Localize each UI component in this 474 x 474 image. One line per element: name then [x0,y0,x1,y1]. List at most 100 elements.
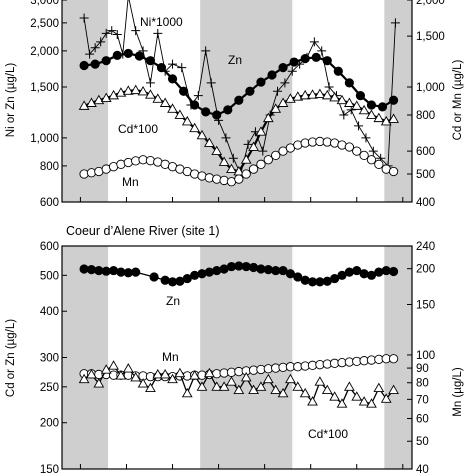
data-point [240,154,252,164]
data-point [190,270,200,280]
right-tick-label: 200 [416,264,435,276]
data-point [93,378,105,388]
data-point [112,29,122,39]
data-point [223,105,233,115]
data-point [300,54,310,64]
data-point [273,86,283,96]
data-point [256,159,266,169]
data-point [267,70,277,80]
data-point [115,370,127,380]
right-tick-label: 150 [416,299,435,311]
series-zn [79,261,399,287]
data-point [197,269,207,279]
data-point [85,49,95,59]
data-point [255,126,267,136]
series-cd-100 [78,360,399,408]
data-point [333,66,343,76]
data-point [270,384,282,394]
data-point [366,109,377,119]
right-tick-label: 50 [416,436,429,448]
right-tick-label: 400 [416,197,435,209]
data-point [377,102,388,112]
right-tick-label: 800 [416,110,435,122]
data-point [374,159,384,169]
data-point [339,110,349,120]
data-point [108,360,119,370]
data-point [321,384,333,394]
left-tick-label: 150 [40,464,59,474]
data-point [145,56,156,66]
right-tick-label: 1,500 [416,31,445,43]
data-point [256,77,266,87]
data-point [388,266,399,277]
data-point [226,163,237,173]
data-point [86,368,97,379]
data-point [159,97,171,107]
data-point [287,66,297,76]
data-point [270,103,282,113]
data-point [336,398,348,408]
data-point [299,387,311,398]
data-point [366,155,377,165]
data-point [101,28,111,38]
data-point [145,78,155,88]
top-ni-label: Ni*1000 [140,15,183,29]
left-tick-label: 1,500 [30,82,59,94]
data-point [307,396,318,406]
top-left-axis-label: Ni or Zn (µg/L) [5,63,17,138]
data-point [189,370,201,380]
right-tick-label: 1,000 [416,82,445,94]
bottom-cd-label: Cd*100 [308,427,348,441]
data-point [193,91,203,101]
left-tick-label: 2,500 [30,18,59,30]
data-point [309,37,319,47]
data-point [351,391,363,401]
data-point [100,92,112,103]
data-point [388,354,399,364]
data-point [314,376,326,386]
data-point [112,50,122,60]
data-point [280,78,290,88]
data-point [228,153,238,163]
data-point [366,398,377,408]
data-point [351,100,363,110]
data-point [307,89,318,99]
data-point [317,46,327,56]
data-point [329,91,341,102]
data-point [300,275,310,285]
bottom-right-axis-label: Mn (µg/L) [452,367,464,417]
left-tick-label: 300 [40,353,59,365]
data-point [329,391,341,401]
left-tick-label: 3,000 [30,0,59,7]
shaded-band [200,246,293,469]
right-tick-label: 2,000 [416,0,445,7]
left-tick-label: 600 [40,197,59,209]
data-point [388,166,399,177]
top-series-group [78,0,400,187]
data-point [206,78,216,88]
data-point [243,139,253,149]
series-zn [79,48,399,120]
data-point [212,265,222,276]
data-point [211,145,223,156]
data-point [221,133,231,143]
bottom-x-ticks [79,464,404,469]
left-tick-label: 1,000 [30,133,59,145]
data-point [167,74,178,84]
data-point [354,121,364,131]
data-point [390,18,400,28]
right-tick-label: 70 [416,394,429,406]
data-point [201,46,211,56]
data-point [181,115,193,126]
data-point [373,112,385,123]
data-point [271,150,281,161]
top-left-axis: 600 800 1,000 1,500 2,000 2,500 3,000 [30,0,67,209]
data-point [311,52,321,62]
data-point [212,110,222,120]
data-point [160,275,170,285]
data-point [234,95,244,105]
data-point [130,371,142,382]
right-tick-label: 80 [416,378,429,390]
